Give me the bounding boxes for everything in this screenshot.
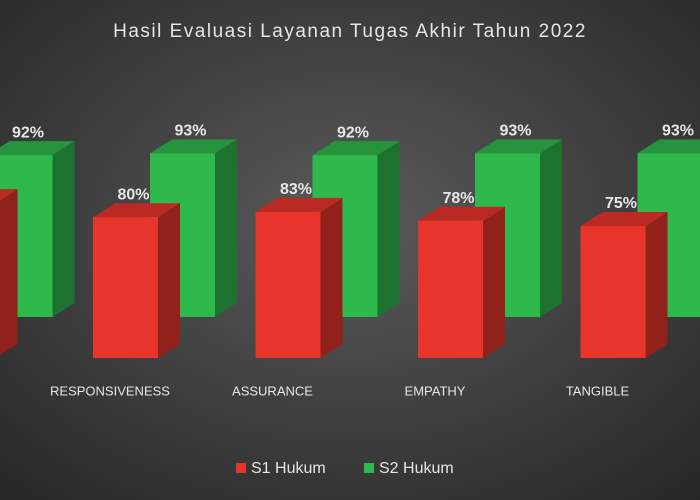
bar-face: [0, 189, 18, 356]
bar-face: [150, 139, 237, 154]
bar-face: [418, 206, 505, 221]
bar-face: [215, 139, 237, 317]
legend-label: S2 Hukum: [379, 460, 454, 477]
bar-face: [377, 141, 400, 317]
bar-face: [540, 139, 562, 317]
bar-face: [580, 226, 646, 358]
bar: [580, 212, 668, 358]
bar: [93, 203, 180, 358]
bar-face: [255, 197, 343, 212]
data-label: 83%: [280, 181, 312, 198]
data-label: 80%: [117, 186, 149, 203]
x-tick-label: TANGIBLE: [566, 383, 630, 398]
bar-face: [637, 139, 700, 154]
bar-face: [418, 220, 483, 358]
bar: [255, 197, 343, 358]
data-label: 93%: [662, 123, 694, 140]
data-label: 78%: [442, 190, 474, 207]
x-tick-label: ASSURANCE: [232, 383, 313, 398]
legend-swatch: [236, 463, 246, 473]
bar-face: [312, 141, 400, 156]
chart-title: Hasil Evaluasi Layanan Tugas Akhir Tahun…: [113, 21, 587, 42]
data-label: 92%: [12, 124, 44, 141]
bar-face: [580, 212, 668, 226]
data-label: 93%: [499, 123, 531, 140]
bar: [312, 141, 400, 317]
data-label: 92%: [337, 124, 369, 141]
bar: [418, 206, 505, 358]
bar-face: [158, 203, 180, 358]
bar-face: [645, 212, 668, 358]
bar-face: [0, 141, 75, 156]
bar-face: [255, 211, 321, 358]
x-tick-label: RESPONSIVENESS: [50, 383, 170, 398]
legend-swatch: [364, 463, 374, 473]
bar-face: [475, 139, 562, 154]
bar: [0, 189, 18, 356]
data-label: 75%: [605, 195, 637, 212]
legend-label: S1 Hukum: [251, 460, 326, 477]
bar-face: [483, 206, 505, 358]
bar-face: [93, 203, 180, 218]
x-tick-label: EMPATHY: [405, 383, 466, 398]
bar: [0, 141, 75, 317]
bar-face: [320, 197, 343, 358]
bar-face: [0, 189, 18, 201]
bar-face: [93, 217, 158, 358]
bar-face: [52, 141, 75, 317]
data-label: 93%: [174, 123, 206, 140]
